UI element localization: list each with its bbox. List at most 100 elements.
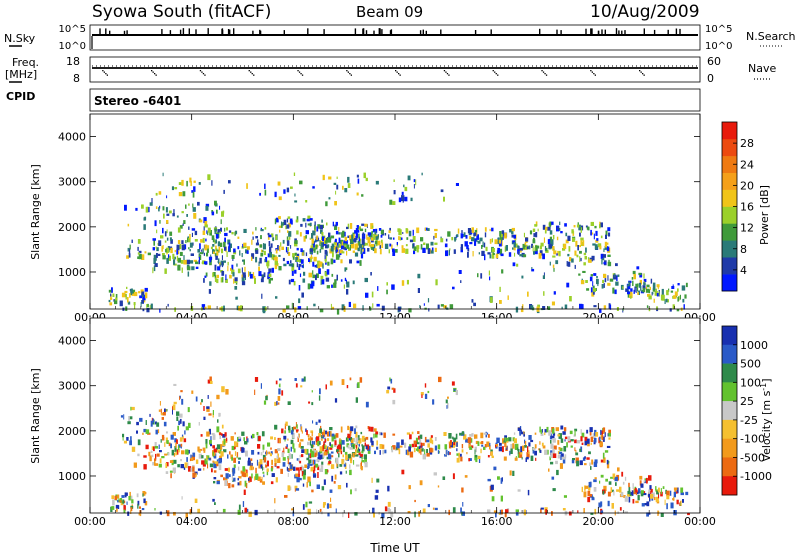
- velocity-backscatter-cell: [335, 508, 337, 514]
- velocity-backscatter-cell: [277, 457, 281, 463]
- velocity-backscatter-cell: [559, 447, 563, 452]
- power-backscatter-cell: [210, 246, 213, 250]
- power-colorbar-segment: [722, 155, 737, 173]
- velocity-backscatter-cell: [648, 493, 651, 498]
- velocity-backscatter-cell: [490, 449, 493, 452]
- power-backscatter-cell: [501, 234, 504, 240]
- velocity-backscatter-cell: [546, 426, 549, 433]
- power-backscatter-cell: [499, 248, 503, 255]
- power-backscatter-cell: [177, 257, 181, 263]
- velocity-backscatter-cell: [421, 442, 425, 446]
- velocity-backscatter-cell: [624, 511, 628, 514]
- velocity-backscatter-cell: [586, 457, 590, 460]
- power-backscatter-cell: [567, 253, 570, 257]
- power-backscatter-cell: [335, 221, 338, 226]
- velocity-backscatter-cell: [223, 477, 225, 481]
- velocity-backscatter-cell: [249, 467, 251, 470]
- power-backscatter-cell: [539, 245, 542, 250]
- velocity-backscatter-cell: [541, 442, 544, 447]
- power-backscatter-cell: [282, 222, 284, 226]
- power-backscatter-cell: [676, 308, 680, 312]
- velocity-backscatter-cell: [595, 432, 599, 437]
- power-backscatter-cell: [264, 183, 266, 189]
- velocity-backscatter-cell: [409, 444, 412, 449]
- velocity-backscatter-cell: [557, 434, 561, 437]
- power-backscatter-cell: [286, 224, 290, 229]
- power-backscatter-cell: [633, 274, 636, 280]
- power-backscatter-cell: [131, 239, 133, 243]
- velocity-backscatter-cell: [243, 470, 247, 475]
- velocity-backscatter-cell: [300, 439, 304, 442]
- velocity-backscatter-cell: [539, 448, 541, 453]
- power-backscatter-cell: [262, 243, 266, 250]
- power-backscatter-cell: [320, 275, 324, 280]
- velocity-backscatter-cell: [322, 503, 325, 508]
- velocity-backscatter-cell: [611, 503, 614, 509]
- velocity-backscatter-cell: [210, 380, 213, 384]
- power-backscatter-cell: [273, 255, 277, 258]
- velocity-backscatter-cell: [298, 444, 301, 448]
- velocity-backscatter-cell: [321, 486, 325, 491]
- velocity-backscatter-cell: [608, 481, 612, 485]
- velocity-backscatter-cell: [355, 425, 358, 429]
- velocity-backscatter-cell: [216, 426, 220, 433]
- power-backscatter-cell: [384, 243, 389, 249]
- velocity-backscatter-cell: [396, 447, 398, 450]
- power-backscatter-cell: [371, 237, 374, 241]
- power-backscatter-cell: [597, 282, 599, 287]
- power-backscatter-cell: [261, 249, 263, 253]
- power-backscatter-cell: [481, 250, 485, 256]
- power-backscatter-cell: [424, 227, 426, 231]
- power-colorbar-tick-label: 12: [740, 222, 754, 235]
- velocity-colorbar-tick-label: -100: [740, 433, 765, 446]
- power-backscatter-cell: [484, 232, 487, 238]
- velocity-backscatter-cell: [241, 431, 245, 436]
- velocity-backscatter-cell: [580, 429, 582, 434]
- velocity-backscatter-cell: [297, 436, 300, 442]
- velocity-backscatter-cell: [432, 399, 435, 405]
- velocity-backscatter-cell: [142, 491, 146, 496]
- power-backscatter-cell: [617, 274, 620, 277]
- velocity-backscatter-cell: [224, 432, 227, 437]
- power-backscatter-cell: [337, 242, 339, 248]
- power-backscatter-cell: [434, 228, 438, 232]
- velocity-backscatter-cell: [139, 510, 142, 514]
- velocity-backscatter-cell: [549, 456, 551, 461]
- velocity-backscatter-cell: [166, 431, 168, 434]
- velocity-backscatter-cell: [481, 444, 484, 447]
- velocity-backscatter-cell: [233, 477, 236, 482]
- power-backscatter-cell: [483, 242, 486, 248]
- velocity-backscatter-cell: [231, 484, 235, 488]
- power-backscatter-cell: [499, 231, 502, 237]
- power-backscatter-cell: [282, 257, 285, 262]
- velocity-backscatter-cell: [676, 499, 679, 505]
- power-backscatter-cell: [552, 246, 554, 251]
- power-backscatter-cell: [471, 227, 474, 233]
- power-backscatter-cell: [112, 293, 115, 297]
- power-backscatter-cell: [372, 244, 376, 250]
- velocity-backscatter-cell: [448, 441, 451, 444]
- freq-dip-dot: [640, 71, 642, 73]
- velocity-backscatter-cell: [443, 432, 447, 436]
- power-backscatter-cell: [209, 230, 212, 236]
- velocity-backscatter-cell: [650, 494, 654, 499]
- power-backscatter-cell: [594, 225, 597, 229]
- velocity-backscatter-cell: [295, 383, 298, 388]
- velocity-backscatter-cell: [345, 454, 348, 461]
- power-backscatter-cell: [412, 229, 414, 236]
- velocity-backscatter-cell: [322, 435, 325, 439]
- velocity-backscatter-cell: [137, 453, 140, 457]
- power-backscatter-cell: [639, 283, 641, 288]
- power-backscatter-cell: [501, 230, 505, 236]
- velocity-backscatter-cell: [600, 474, 604, 478]
- velocity-xtick-label: 00:00: [74, 515, 106, 528]
- velocity-backscatter-cell: [460, 507, 462, 513]
- velocity-backscatter-cell: [592, 433, 596, 440]
- power-backscatter-cell: [537, 228, 539, 232]
- power-backscatter-cell: [130, 288, 133, 294]
- power-colorbar-segment: [722, 274, 737, 292]
- velocity-backscatter-cell: [301, 471, 305, 477]
- velocity-backscatter-cell: [234, 451, 237, 456]
- power-colorbar-segment: [722, 138, 737, 157]
- velocity-backscatter-cell: [355, 450, 357, 455]
